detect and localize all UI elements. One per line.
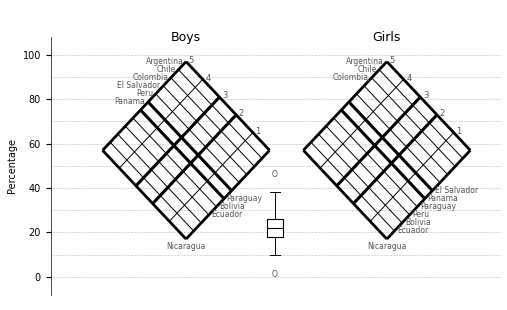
Text: Argentina: Argentina xyxy=(346,57,384,66)
Text: Chile: Chile xyxy=(157,65,176,74)
Bar xyxy=(267,219,283,237)
Text: 1: 1 xyxy=(256,127,261,136)
Text: 5: 5 xyxy=(389,56,395,65)
Text: Argentina: Argentina xyxy=(146,57,184,66)
Text: 4: 4 xyxy=(406,74,412,83)
Text: Panama: Panama xyxy=(427,194,458,203)
Text: 1: 1 xyxy=(456,127,461,136)
Text: Peru: Peru xyxy=(412,210,429,219)
Text: Colombia: Colombia xyxy=(333,73,369,82)
Text: Ecuador: Ecuador xyxy=(397,227,428,236)
Text: Bolivia: Bolivia xyxy=(405,219,430,228)
Text: Nicaragua: Nicaragua xyxy=(367,242,407,251)
Text: El Salvador: El Salvador xyxy=(118,81,161,90)
Text: Boys: Boys xyxy=(171,31,201,44)
Text: Paraguay: Paraguay xyxy=(420,202,456,211)
Text: El Salvador: El Salvador xyxy=(435,186,478,195)
Text: Bolivia: Bolivia xyxy=(219,202,245,211)
Text: Chile: Chile xyxy=(357,65,377,74)
Text: Peru: Peru xyxy=(136,89,153,98)
Text: Panama: Panama xyxy=(115,97,146,106)
Text: 2: 2 xyxy=(440,109,445,118)
Text: Colombia: Colombia xyxy=(132,73,168,82)
Text: O: O xyxy=(272,170,278,179)
Text: Nicaragua: Nicaragua xyxy=(166,242,206,251)
Text: O: O xyxy=(272,270,278,279)
Text: 2: 2 xyxy=(239,109,244,118)
Text: Ecuador: Ecuador xyxy=(211,210,243,219)
Text: 5: 5 xyxy=(189,56,194,65)
Text: Girls: Girls xyxy=(373,31,401,44)
Text: 3: 3 xyxy=(423,91,428,100)
Text: 3: 3 xyxy=(222,91,228,100)
Text: 4: 4 xyxy=(205,74,211,83)
Text: Paraguay: Paraguay xyxy=(227,194,263,203)
Y-axis label: Percentage: Percentage xyxy=(7,138,17,193)
